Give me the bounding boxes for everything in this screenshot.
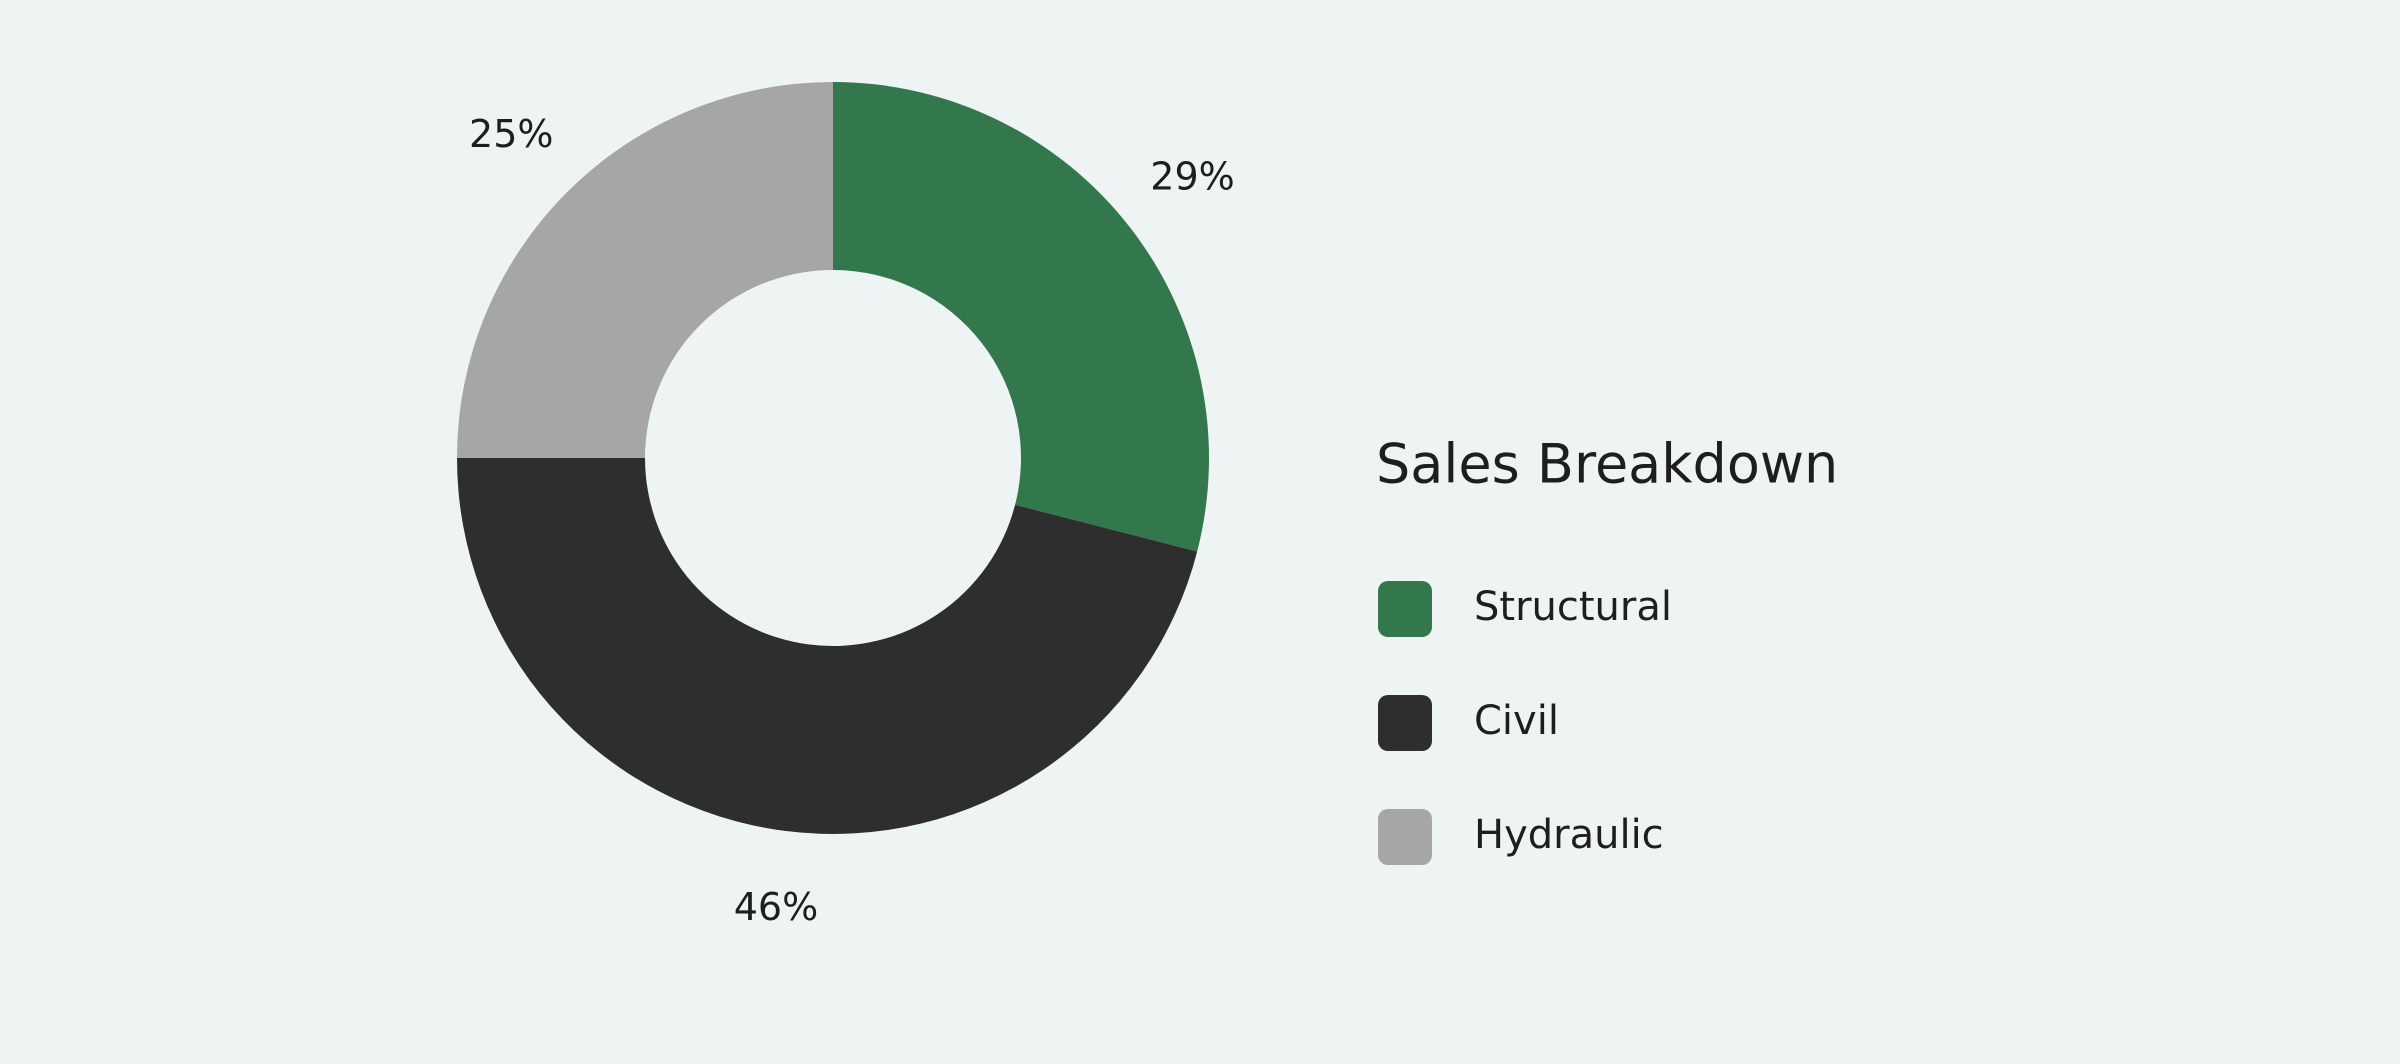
legend-label: Hydraulic [1474,812,1664,858]
legend-title: Sales Breakdown [1376,433,1838,496]
legend-swatch [1378,581,1432,637]
legend-label: Structural [1474,584,1672,630]
donut-slice [457,82,833,458]
slice-label: 25% [469,112,553,156]
donut-slice [833,82,1209,552]
donut-slice [457,458,1198,834]
legend-swatch [1378,695,1432,751]
legend-label: Civil [1474,698,1559,744]
slice-label: 46% [734,885,818,929]
slice-label: 29% [1150,155,1234,199]
legend-swatch [1378,809,1432,865]
